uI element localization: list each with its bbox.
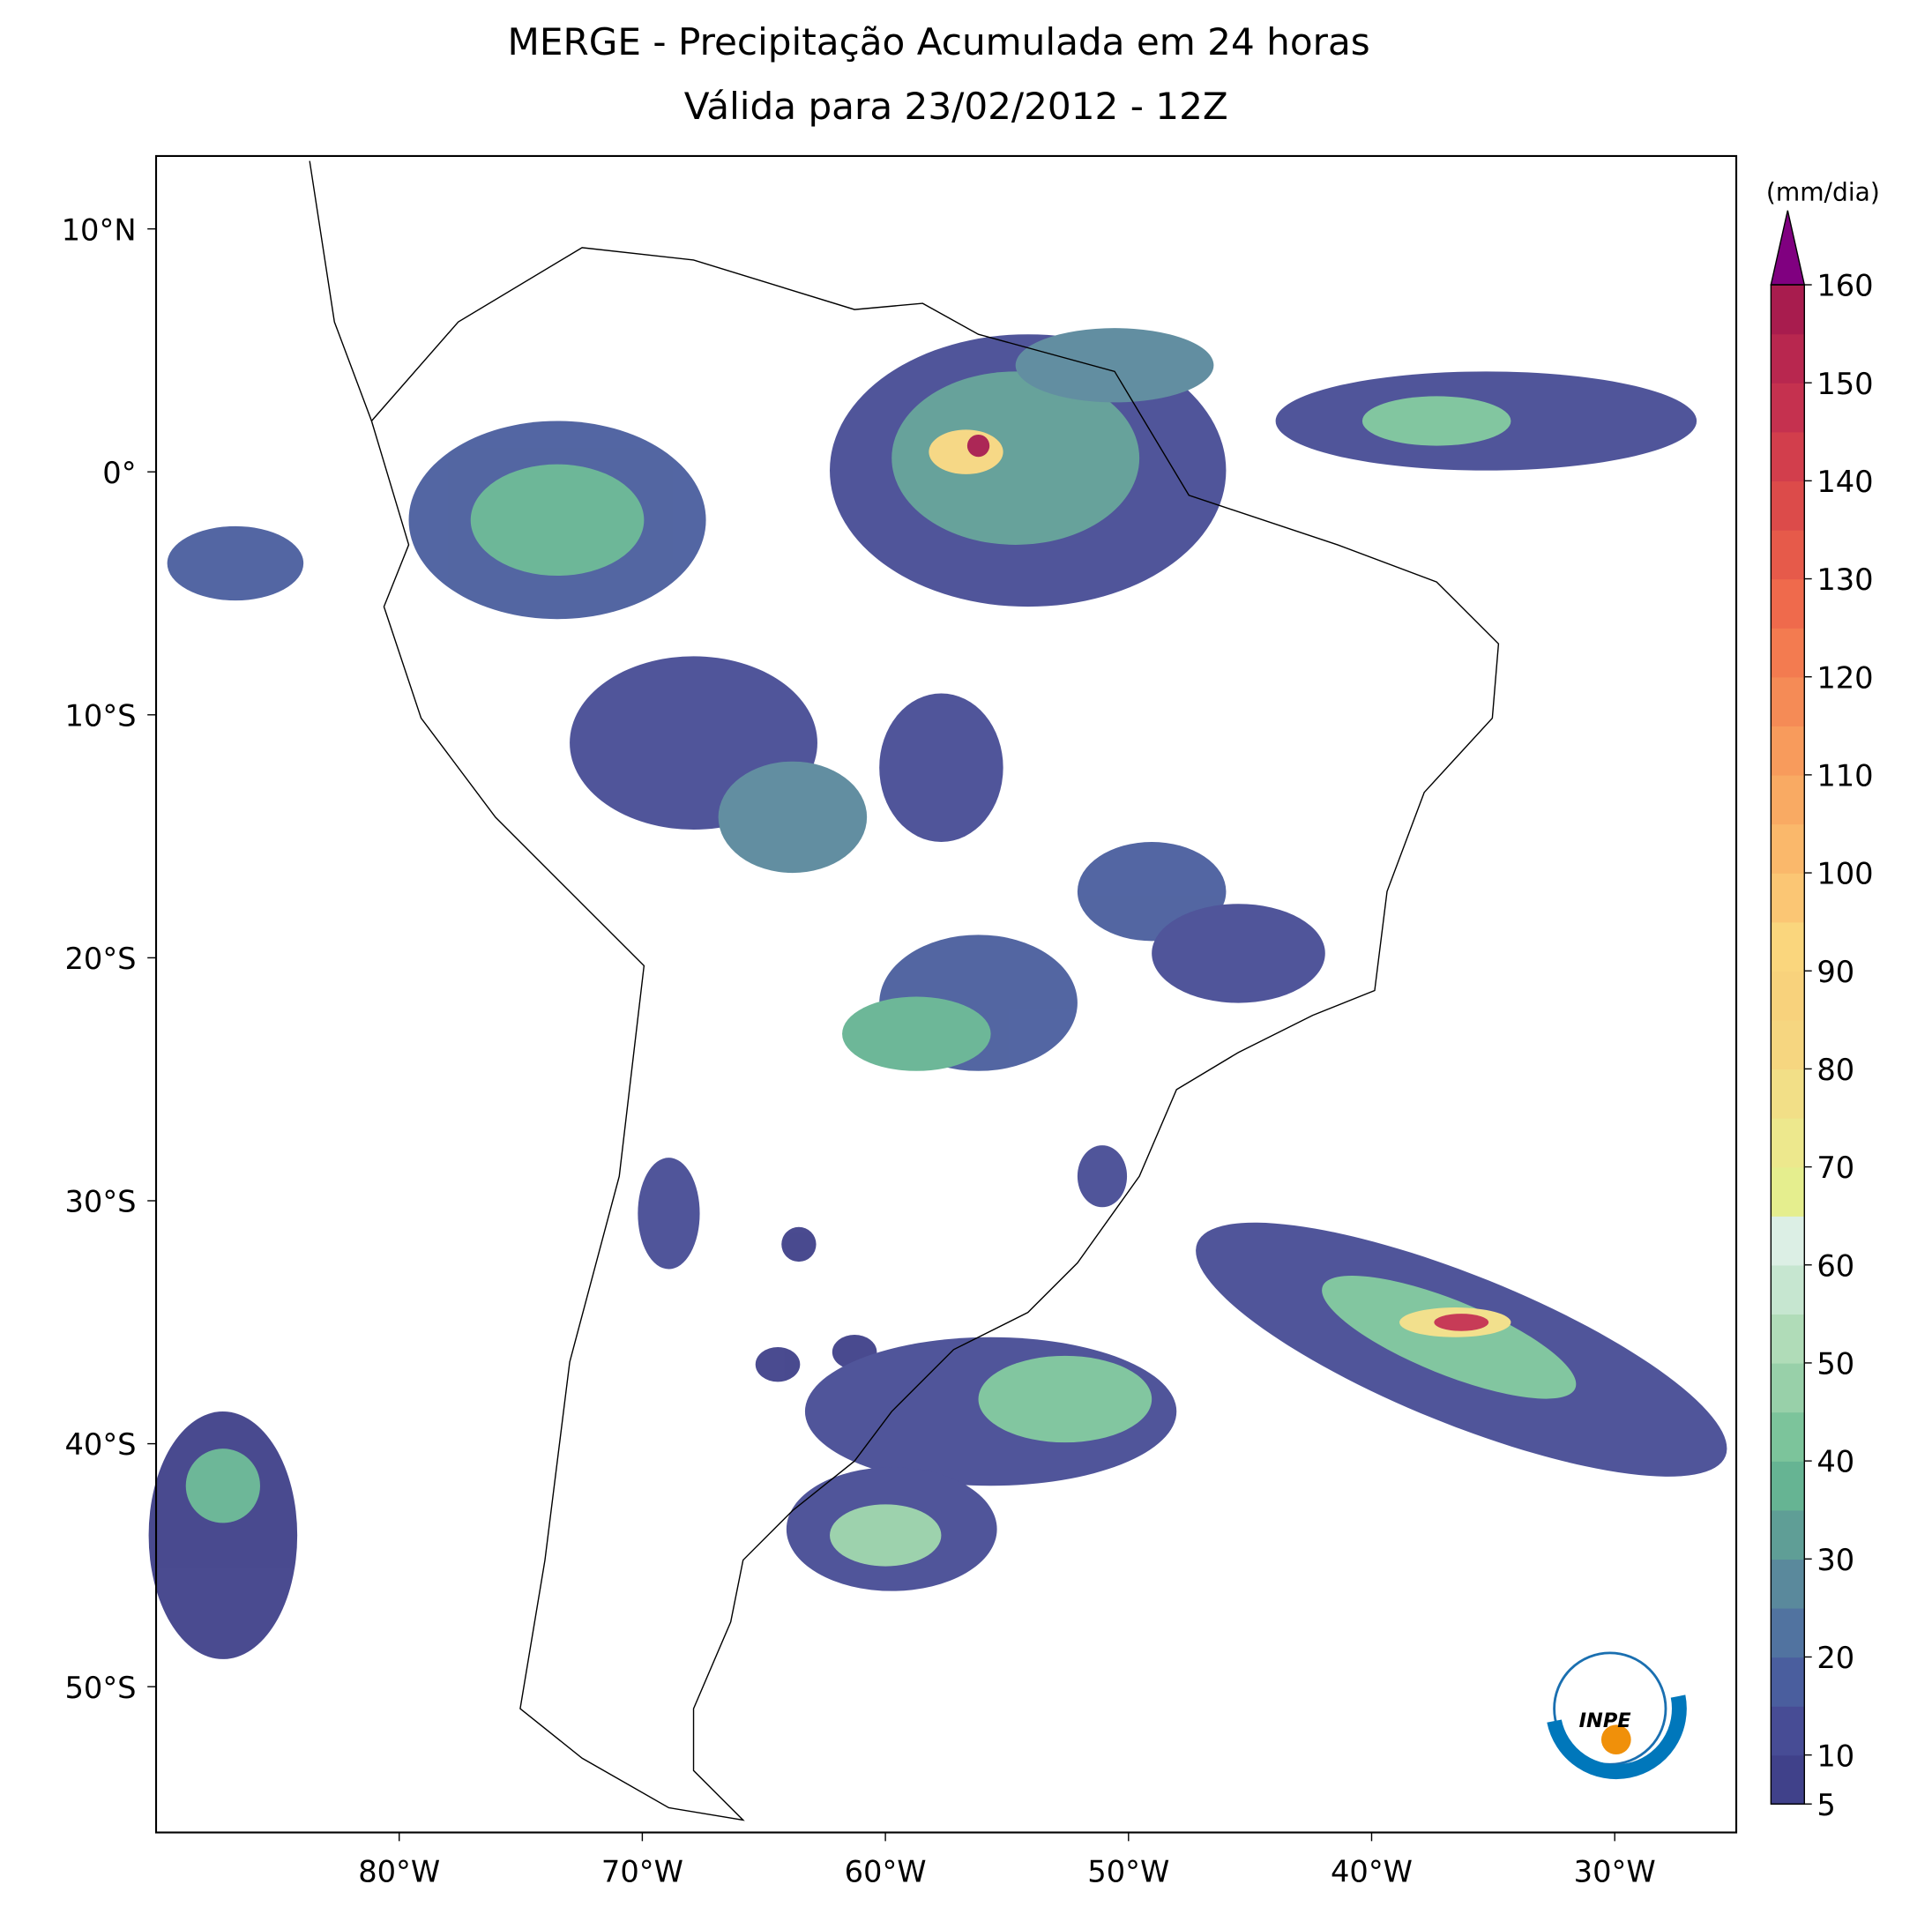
colorbar-tick-label: 110 — [1816, 759, 1873, 793]
colorbar-band — [1771, 1216, 1805, 1266]
colorbar-tick-label: 150 — [1816, 367, 1873, 401]
colorbar-band — [1771, 1657, 1805, 1707]
colorbar-band — [1771, 1362, 1805, 1413]
colorbar-tick-label: 160 — [1816, 269, 1873, 303]
x-tick-label: 80°W — [358, 1855, 440, 1889]
colorbar-label: (mm/dia) — [1766, 178, 1880, 207]
y-tick-label: 10°N — [62, 212, 137, 247]
colorbar-tick-label: 60 — [1816, 1248, 1854, 1283]
colorbar-band — [1771, 1069, 1805, 1119]
colorbar-tick-label: 120 — [1816, 660, 1873, 695]
precipitation-field — [148, 328, 1727, 1659]
y-tick-label: 50°S — [64, 1671, 136, 1705]
colorbar-tick-label: 80 — [1816, 1053, 1854, 1087]
colorbar-band — [1771, 578, 1805, 629]
x-tick-label: 50°W — [1087, 1855, 1169, 1889]
map-frame — [154, 154, 1738, 1834]
colorbar-tick-label: 100 — [1816, 857, 1873, 891]
colorbar-band — [1771, 1607, 1805, 1658]
colorbar-band — [1771, 774, 1805, 825]
colorbar-tick-label: 10 — [1816, 1739, 1854, 1773]
colorbar-band — [1771, 1509, 1805, 1560]
y-tick-label: 10°S — [64, 698, 136, 733]
colorbar-band — [1771, 480, 1805, 531]
colorbar-tick-label: 70 — [1816, 1151, 1854, 1185]
x-tick-label: 60°W — [845, 1855, 927, 1889]
colorbar-band — [1771, 1559, 1805, 1609]
colorbar-band — [1771, 1461, 1805, 1511]
colorbar-band — [1771, 1264, 1805, 1315]
colorbar-tick-label: 20 — [1816, 1641, 1854, 1675]
colorbar-tick-label: 30 — [1816, 1543, 1854, 1577]
colorbar-frame — [1770, 284, 1805, 1805]
colorbar-band — [1771, 1706, 1805, 1756]
colorbar-band — [1771, 1754, 1805, 1805]
colorbar-band — [1771, 1019, 1805, 1070]
colorbar-tick-label: 50 — [1816, 1347, 1854, 1382]
inpe-logo: INPE — [1547, 1651, 1687, 1780]
title: MERGE - Precipitação Acumulada em 24 hor… — [507, 20, 1369, 63]
coastline — [309, 160, 373, 421]
colorbar-band — [1771, 1166, 1805, 1217]
colorbar-band — [1771, 726, 1805, 776]
colorbar-band — [1771, 676, 1805, 727]
map-content: INPE — [148, 160, 1727, 1821]
colorbar-band — [1771, 529, 1805, 580]
x-tick-label: 70°W — [601, 1855, 683, 1889]
colorbar-tick-label: 90 — [1816, 955, 1854, 989]
colorbar-extend — [1770, 210, 1806, 286]
colorbar-band — [1771, 971, 1805, 1021]
colorbar-band — [1771, 383, 1805, 433]
colorbar-band — [1771, 1314, 1805, 1364]
colorbar-band — [1771, 431, 1805, 482]
colorbar-tick-label: 5 — [1816, 1788, 1835, 1822]
x-tick-label: 40°W — [1331, 1855, 1413, 1889]
colorbar-tick-label: 40 — [1816, 1445, 1854, 1479]
colorbar-band — [1771, 285, 1805, 335]
colorbar-band — [1771, 921, 1805, 972]
subtitle: Válida para 23/02/2012 - 12Z — [684, 85, 1228, 128]
y-tick-label: 40°S — [64, 1427, 136, 1462]
y-tick-label: 0° — [102, 456, 136, 490]
colorbar-band — [1771, 333, 1805, 384]
colorbar-band — [1771, 628, 1805, 678]
colorbar-band — [1771, 873, 1805, 923]
logo-text: INPE — [1579, 1709, 1632, 1732]
colorbar-band — [1771, 1117, 1805, 1168]
x-tick-label: 30°W — [1574, 1855, 1656, 1889]
y-tick-label: 20°S — [64, 942, 136, 976]
y-tick-label: 30°S — [64, 1185, 136, 1219]
colorbar-band — [1771, 823, 1805, 874]
coastline — [370, 247, 1500, 1821]
colorbar-tick-label: 140 — [1816, 465, 1873, 499]
colorbar-tick-label: 130 — [1816, 562, 1873, 597]
colorbar-band — [1771, 1411, 1805, 1462]
